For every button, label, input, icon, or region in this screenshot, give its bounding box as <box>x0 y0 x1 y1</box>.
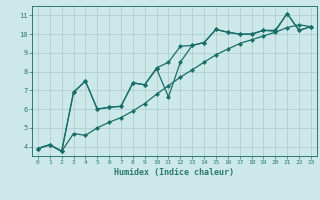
X-axis label: Humidex (Indice chaleur): Humidex (Indice chaleur) <box>115 168 234 177</box>
